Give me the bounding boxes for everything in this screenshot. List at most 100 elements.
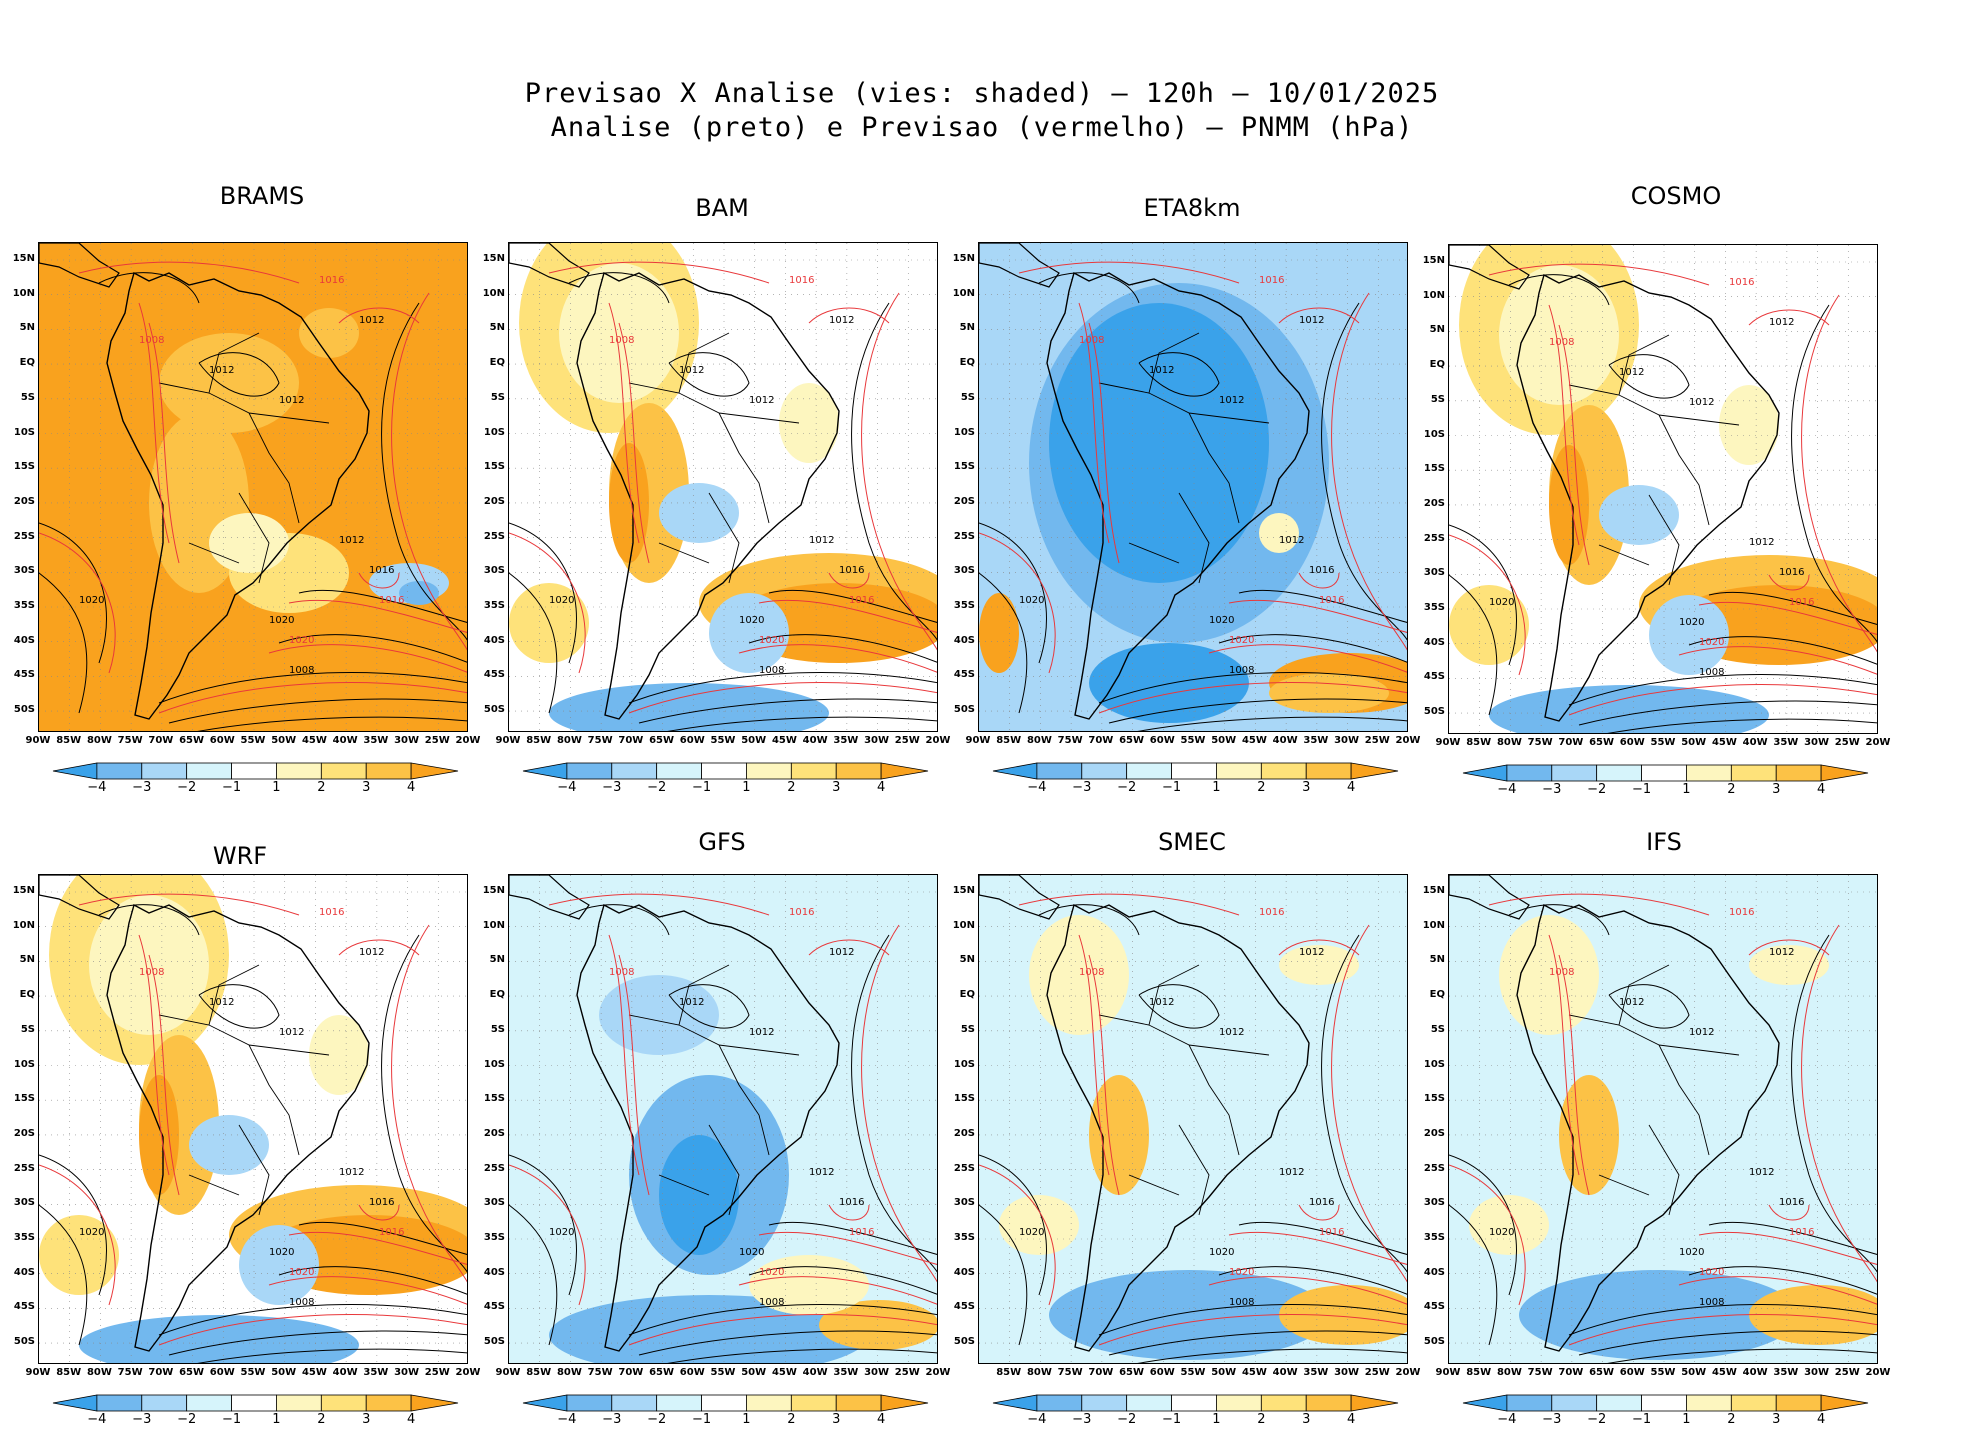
isobar-label: 1016: [849, 1227, 874, 1238]
isobar-label: 1012: [1769, 317, 1794, 328]
lat-label: 40S: [953, 634, 975, 646]
isobar-label: 1020: [289, 1267, 314, 1278]
bias-shading: [239, 1225, 319, 1305]
lat-label: 15N: [952, 885, 975, 896]
bias-shading: [1749, 945, 1829, 985]
bias-shading: [659, 483, 739, 543]
colorbar-segment: [566, 762, 613, 780]
lat-label: 10N: [1422, 919, 1445, 931]
lon-label: 45W: [1711, 737, 1737, 748]
lon-label: 40W: [332, 1367, 358, 1378]
lat-label: 35S: [953, 600, 975, 611]
country-borders: [628, 964, 800, 1216]
bias-shading: [819, 1300, 937, 1350]
colorbar-segment: [231, 762, 277, 780]
isobar-label: 1008: [1079, 335, 1104, 346]
colorbar-segment: [790, 762, 837, 780]
lon-label: 70W: [1088, 1367, 1114, 1378]
coastline: [1516, 273, 1780, 722]
isobar-label: 1016: [839, 1197, 864, 1208]
lat-label: 5S: [490, 391, 505, 403]
lat-label: 40S: [1423, 636, 1445, 648]
bias-shading: [659, 1135, 739, 1255]
bias-shading: [1499, 265, 1619, 405]
lat-label: 50S: [13, 1336, 35, 1348]
isobar-label: 1012: [749, 395, 774, 406]
country-borders: [1568, 334, 1740, 586]
central-america-coast: [509, 875, 590, 920]
isobar-label: 1012: [679, 997, 704, 1008]
country-borders: [1098, 964, 1270, 1216]
colorbar-segment: [1462, 764, 1508, 782]
bias-shading: [1279, 945, 1359, 985]
isobar-label: 1012: [1689, 397, 1714, 408]
isobar-label: 1012: [1619, 367, 1644, 378]
colorbar-label: −3: [602, 780, 622, 795]
lat-label: 10S: [953, 1058, 975, 1070]
lon-label: 25W: [1834, 1367, 1860, 1378]
lat-label: 50S: [1423, 1336, 1445, 1348]
bias-shading: [89, 895, 209, 1035]
lon-label: 45W: [1241, 1367, 1267, 1378]
colorbar-segment: [96, 762, 143, 780]
lon-label: 75W: [1057, 735, 1083, 746]
lon-label: 70W: [1558, 737, 1584, 748]
isobar-label: 1008: [139, 967, 164, 978]
colorbar: [992, 1394, 1399, 1412]
isobar-label: 1020: [79, 595, 104, 606]
isobar-label: 1008: [609, 335, 634, 346]
map-svg: 1012 1012 1012 1020 1016 1020 1008 1012 1016 1016…: [509, 243, 937, 731]
colorbar-container: [522, 1394, 930, 1416]
isobar-label: 1016: [379, 595, 404, 606]
isobar-label: 1016: [1729, 277, 1754, 288]
lat-label: 5S: [20, 391, 35, 403]
lat-label: 35S: [13, 1232, 35, 1243]
isobar-label: 1012: [809, 1167, 834, 1178]
colorbar-container: [1462, 764, 1870, 786]
lat-label: EQ: [19, 989, 35, 1001]
map-svg: 1012 1012 1012 1020 1016 1020 1008 1012 1016 1016…: [1449, 245, 1877, 733]
colorbar-label: 3: [1772, 1412, 1781, 1427]
bias-shading: [1049, 1270, 1329, 1360]
colorbar-segment: [1081, 1394, 1128, 1412]
colorbar-label: −2: [1587, 782, 1607, 797]
isobar-label: 1008: [759, 1297, 784, 1308]
lon-label: 55W: [710, 735, 736, 746]
lon-label: 50W: [271, 1367, 297, 1378]
lon-label: 25W: [424, 735, 450, 746]
map-svg: 1012 1012 1012 1020 1016 1020 1008 1012 1016 1016…: [509, 875, 937, 1363]
lat-label: 50S: [953, 1336, 975, 1348]
lon-label: 85W: [56, 1367, 82, 1378]
colorbar-label: 4: [406, 1412, 416, 1427]
isobar-label: 1012: [809, 535, 834, 546]
lon-label: 90W: [495, 735, 521, 746]
lon-label: 80W: [1026, 735, 1052, 746]
lon-label: 85W: [996, 1367, 1022, 1378]
colorbar-label: 1: [1212, 1412, 1221, 1427]
lat-label: 5S: [490, 1023, 505, 1035]
colorbar-segment: [1260, 762, 1307, 780]
isobar-label: 1020: [1209, 1247, 1234, 1258]
isobar-label: 1016: [1309, 565, 1334, 576]
isobar-label: 1008: [289, 665, 314, 676]
lon-label: 65W: [179, 735, 205, 746]
lon-label: 75W: [117, 735, 143, 746]
lon-label: 55W: [710, 1367, 736, 1378]
lat-label: 50S: [1423, 706, 1445, 718]
colorbar-container: [992, 762, 1400, 784]
lat-label: 40S: [13, 1266, 35, 1278]
figure-title-line1: Previsao X Analise (vies: shaded) – 120h…: [524, 78, 1440, 109]
lat-label: EQ: [489, 357, 505, 369]
lon-label: 55W: [240, 1367, 266, 1378]
lon-label: 30W: [394, 735, 420, 746]
isobar-label: 1020: [759, 1267, 784, 1278]
colorbar-label: −4: [87, 1412, 107, 1427]
lat-lon-grid: [509, 243, 937, 731]
isobar-label: 1016: [319, 275, 344, 286]
lat-label: 10S: [1423, 1058, 1445, 1070]
colorbar-segment: [656, 1394, 702, 1412]
lat-label: 15S: [13, 1093, 35, 1105]
isobar-label: 1012: [749, 1027, 774, 1038]
lon-label: 25W: [1364, 1367, 1390, 1378]
lat-label: 10S: [13, 426, 35, 438]
